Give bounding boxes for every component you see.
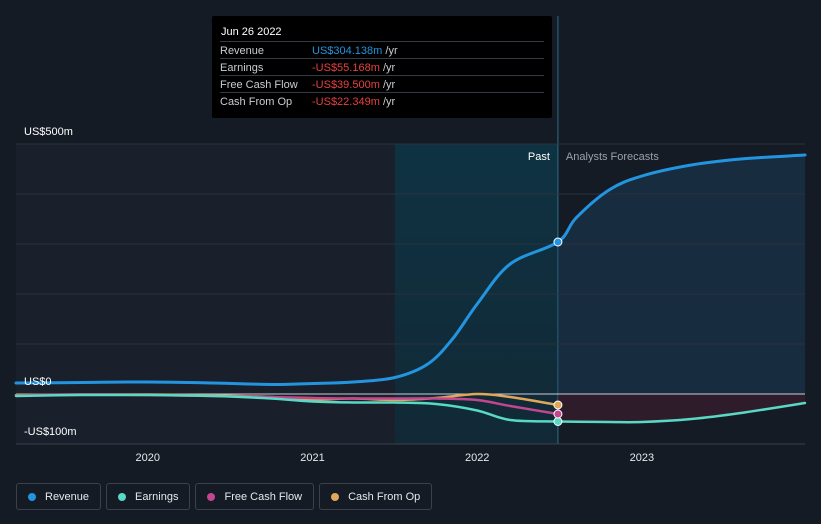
tooltip-unit: /yr bbox=[382, 79, 396, 91]
legend-dot-icon bbox=[331, 492, 340, 501]
tooltip-unit: /yr bbox=[382, 62, 396, 74]
forecast-label: Analysts Forecasts bbox=[566, 151, 659, 163]
tooltip-row-cash-from-op: Cash From Op -US$22.349m /yr bbox=[220, 92, 544, 110]
legend-label: Free Cash Flow bbox=[224, 490, 303, 503]
tooltip-label: Cash From Op bbox=[220, 96, 293, 108]
tooltip-label: Earnings bbox=[220, 62, 264, 74]
data-point-free-cash-flow bbox=[553, 409, 563, 419]
legend-item-free-cash-flow[interactable]: Free Cash Flow bbox=[195, 483, 315, 510]
data-point-revenue bbox=[553, 237, 563, 247]
tooltip-value: US$304.138m bbox=[312, 45, 383, 57]
tooltip-row-earnings: Earnings -US$55.168m /yr bbox=[220, 58, 544, 76]
legend-dot-icon bbox=[28, 492, 36, 501]
legend: Revenue Earnings Free Cash Flow Cash Fro… bbox=[16, 483, 433, 510]
earnings-forecast-area bbox=[557, 394, 805, 423]
tooltip-value: -US$39.500m bbox=[312, 79, 380, 91]
y-tick-label: US$500m bbox=[24, 126, 73, 138]
legend-dot-icon bbox=[207, 492, 216, 501]
tooltip-label: Revenue bbox=[220, 45, 265, 57]
data-point-earnings bbox=[553, 417, 563, 426]
legend-item-revenue[interactable]: Revenue bbox=[16, 483, 102, 510]
revenue-forecast-area bbox=[557, 155, 805, 394]
legend-label: Cash From Op bbox=[348, 490, 421, 503]
legend-label: Earnings bbox=[135, 490, 179, 503]
tooltip-label: Free Cash Flow bbox=[220, 79, 298, 91]
x-tick-label: 2020 bbox=[136, 452, 160, 464]
tooltip-unit: /yr bbox=[382, 96, 396, 108]
tooltip-date: Jun 26 2022 bbox=[221, 26, 282, 38]
y-tick-label: US$0 bbox=[24, 376, 52, 388]
y-tick-label: -US$100m bbox=[24, 426, 77, 438]
legend-label: Revenue bbox=[45, 490, 90, 503]
series-line-earnings bbox=[14, 393, 807, 424]
legend-dot-icon bbox=[118, 492, 127, 501]
legend-item-cash-from-op[interactable]: Cash From Op bbox=[319, 483, 433, 510]
tooltip-row-revenue: Revenue US$304.138m /yr bbox=[220, 41, 544, 59]
data-point-cash-from-op bbox=[553, 400, 563, 410]
tooltip-value: -US$55.168m bbox=[312, 62, 380, 74]
tooltip: Jun 26 2022 Revenue US$304.138m /yr Earn… bbox=[212, 16, 552, 118]
x-tick-label: 2023 bbox=[630, 452, 654, 464]
tooltip-unit: /yr bbox=[385, 45, 398, 57]
past-label: Past bbox=[528, 151, 550, 163]
series-line-revenue bbox=[14, 153, 807, 387]
tooltip-value: -US$22.349m bbox=[312, 96, 380, 108]
x-tick-label: 2022 bbox=[465, 452, 489, 464]
legend-item-earnings[interactable]: Earnings bbox=[106, 483, 191, 510]
tooltip-row-free-cash-flow: Free Cash Flow -US$39.500m /yr bbox=[220, 75, 544, 93]
x-tick-label: 2021 bbox=[300, 452, 324, 464]
